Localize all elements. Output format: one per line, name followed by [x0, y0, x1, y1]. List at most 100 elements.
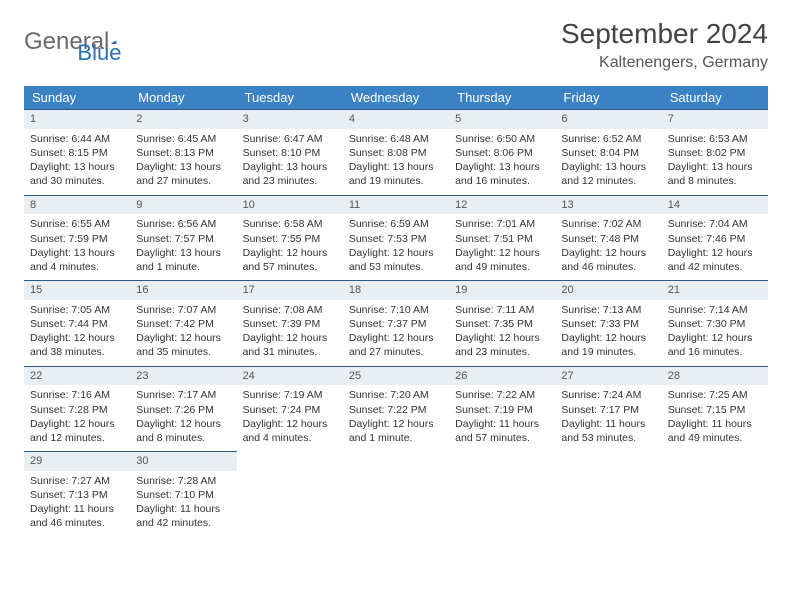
- sunset-text: Sunset: 8:08 PM: [349, 146, 443, 160]
- sunset-text: Sunset: 7:51 PM: [455, 232, 549, 246]
- sunset-text: Sunset: 7:28 PM: [30, 403, 124, 417]
- weekday-wednesday: Wednesday: [343, 86, 449, 109]
- calendar-cell-day-7: 7Sunrise: 6:53 AMSunset: 8:02 PMDaylight…: [662, 109, 768, 195]
- calendar-cell-day-25: 25Sunrise: 7:20 AMSunset: 7:22 PMDayligh…: [343, 366, 449, 452]
- sunrise-text: Sunrise: 6:50 AM: [455, 132, 549, 146]
- daylight-text: and 1 minute.: [136, 260, 230, 274]
- calendar-cell-day-6: 6 Sunrise: 6:52 AMSunset: 8:04 PMDaylight…: [555, 109, 661, 195]
- daylight-text: and 42 minutes.: [136, 516, 230, 530]
- daylight-text: Daylight: 12 hours: [561, 246, 655, 260]
- daylight-text: and 46 minutes.: [561, 260, 655, 274]
- daylight-text: Daylight: 11 hours: [668, 417, 762, 431]
- calendar-cell-empty: [662, 451, 768, 537]
- sunset-text: Sunset: 7:26 PM: [136, 403, 230, 417]
- daylight-text: and 38 minutes.: [30, 345, 124, 359]
- sunrise-text: Sunrise: 6:47 AM: [243, 132, 337, 146]
- month-title: September 2024: [561, 18, 768, 50]
- day-number: 11: [343, 196, 449, 215]
- daylight-text: and 57 minutes.: [455, 431, 549, 445]
- daylight-text: Daylight: 13 hours: [243, 160, 337, 174]
- day-number: 6: [555, 110, 661, 129]
- daylight-text: and 12 minutes.: [561, 174, 655, 188]
- calendar-cell-day-20: 20Sunrise: 7:13 AMSunset: 7:33 PMDayligh…: [555, 280, 661, 366]
- calendar-cell-day-30: 30Sunrise: 7:28 AMSunset: 7:10 PMDayligh…: [130, 451, 236, 537]
- calendar-cell-day-5: 5Sunrise: 6:50 AMSunset: 8:06 PMDaylight…: [449, 109, 555, 195]
- sunrise-text: Sunrise: 7:05 AM: [30, 303, 124, 317]
- calendar-cell-day-2: 2Sunrise: 6:45 AMSunset: 8:13 PMDaylight…: [130, 109, 236, 195]
- location-label: Kaltenengers, Germany: [561, 54, 768, 72]
- day-number: 1: [24, 110, 130, 129]
- day-number: 10: [237, 196, 343, 215]
- calendar-cell-day-13: 13Sunrise: 7:02 AMSunset: 7:48 PMDayligh…: [555, 195, 661, 281]
- calendar-cell-day-22: 22Sunrise: 7:16 AMSunset: 7:28 PMDayligh…: [24, 366, 130, 452]
- day-number: 3: [237, 110, 343, 129]
- calendar-cell-day-3: 3Sunrise: 6:47 AMSunset: 8:10 PMDaylight…: [237, 109, 343, 195]
- daylight-text: and 16 minutes.: [668, 345, 762, 359]
- daylight-text: and 42 minutes.: [668, 260, 762, 274]
- sunrise-text: Sunrise: 6:52 AM: [561, 132, 655, 146]
- daylight-text: and 4 minutes.: [30, 260, 124, 274]
- calendar-cell-empty: [343, 451, 449, 537]
- daylight-text: and 53 minutes.: [349, 260, 443, 274]
- day-number: 18: [343, 281, 449, 300]
- page-header: General Blue September 2024 Kaltenengers…: [24, 18, 768, 72]
- daylight-text: Daylight: 12 hours: [455, 331, 549, 345]
- daylight-text: Daylight: 12 hours: [136, 417, 230, 431]
- daylight-text: and 49 minutes.: [668, 431, 762, 445]
- daylight-text: and 57 minutes.: [243, 260, 337, 274]
- day-number: 8: [24, 196, 130, 215]
- calendar-grid: 1Sunrise: 6:44 AMSunset: 8:15 PMDaylight…: [24, 109, 768, 537]
- sunrise-text: Sunrise: 7:27 AM: [30, 474, 124, 488]
- daylight-text: and 19 minutes.: [561, 345, 655, 359]
- daylight-text: Daylight: 11 hours: [455, 417, 549, 431]
- daylight-text: Daylight: 13 hours: [30, 160, 124, 174]
- daylight-text: Daylight: 12 hours: [243, 331, 337, 345]
- daylight-text: and 46 minutes.: [30, 516, 124, 530]
- calendar-cell-empty: [237, 451, 343, 537]
- daylight-text: Daylight: 13 hours: [561, 160, 655, 174]
- sunset-text: Sunset: 7:44 PM: [30, 317, 124, 331]
- sunset-text: Sunset: 8:04 PM: [561, 146, 655, 160]
- daylight-text: Daylight: 12 hours: [561, 331, 655, 345]
- daylight-text: and 19 minutes.: [349, 174, 443, 188]
- day-number: 20: [555, 281, 661, 300]
- sunrise-text: Sunrise: 7:25 AM: [668, 388, 762, 402]
- daylight-text: Daylight: 12 hours: [243, 417, 337, 431]
- sunrise-text: Sunrise: 7:19 AM: [243, 388, 337, 402]
- daylight-text: and 30 minutes.: [30, 174, 124, 188]
- sunrise-text: Sunrise: 7:16 AM: [30, 388, 124, 402]
- sunset-text: Sunset: 7:42 PM: [136, 317, 230, 331]
- daylight-text: and 23 minutes.: [243, 174, 337, 188]
- sunrise-text: Sunrise: 7:04 AM: [668, 217, 762, 231]
- daylight-text: Daylight: 13 hours: [136, 160, 230, 174]
- title-block: September 2024 Kaltenengers, Germany: [561, 18, 768, 72]
- sunrise-text: Sunrise: 6:56 AM: [136, 217, 230, 231]
- day-number: 19: [449, 281, 555, 300]
- calendar-cell-empty: [555, 451, 661, 537]
- calendar-cell-day-26: 26Sunrise: 7:22 AMSunset: 7:19 PMDayligh…: [449, 366, 555, 452]
- calendar-weekday-header: Sunday Monday Tuesday Wednesday Thursday…: [24, 86, 768, 109]
- day-number: 5: [449, 110, 555, 129]
- calendar-cell-day-27: 27Sunrise: 7:24 AMSunset: 7:17 PMDayligh…: [555, 366, 661, 452]
- weekday-monday: Monday: [130, 86, 236, 109]
- sunrise-text: Sunrise: 6:48 AM: [349, 132, 443, 146]
- daylight-text: Daylight: 12 hours: [30, 331, 124, 345]
- day-number: 17: [237, 281, 343, 300]
- calendar-cell-day-9: 9Sunrise: 6:56 AMSunset: 7:57 PMDaylight…: [130, 195, 236, 281]
- calendar-cell-day-15: 15Sunrise: 7:05 AMSunset: 7:44 PMDayligh…: [24, 280, 130, 366]
- calendar-cell-empty: [449, 451, 555, 537]
- daylight-text: and 8 minutes.: [668, 174, 762, 188]
- sunset-text: Sunset: 7:39 PM: [243, 317, 337, 331]
- daylight-text: Daylight: 12 hours: [668, 246, 762, 260]
- day-number: 7: [662, 110, 768, 129]
- day-number: 28: [662, 367, 768, 386]
- daylight-text: and 27 minutes.: [349, 345, 443, 359]
- sunset-text: Sunset: 7:22 PM: [349, 403, 443, 417]
- sunset-text: Sunset: 7:59 PM: [30, 232, 124, 246]
- day-number: 4: [343, 110, 449, 129]
- sunrise-text: Sunrise: 7:10 AM: [349, 303, 443, 317]
- sunset-text: Sunset: 7:57 PM: [136, 232, 230, 246]
- day-number: 13: [555, 196, 661, 215]
- calendar-cell-day-19: 19Sunrise: 7:11 AMSunset: 7:35 PMDayligh…: [449, 280, 555, 366]
- calendar-cell-day-8: 8Sunrise: 6:55 AMSunset: 7:59 PMDaylight…: [24, 195, 130, 281]
